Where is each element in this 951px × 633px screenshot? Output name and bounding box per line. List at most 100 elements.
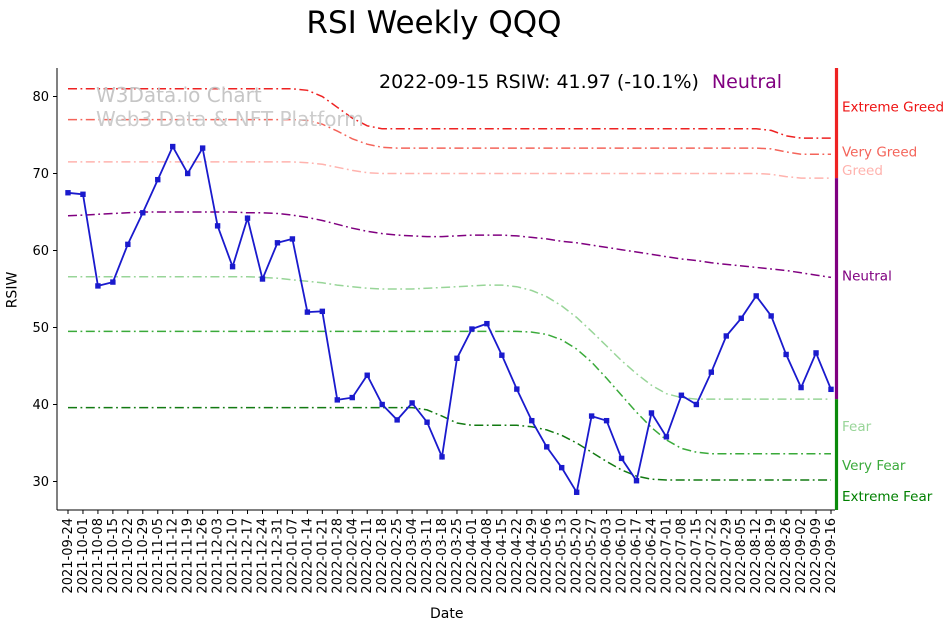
x-tick-label: 2021-12-31 — [270, 518, 285, 594]
extreme-greed-line — [68, 88, 831, 139]
y-tick-label: 60 — [32, 244, 49, 259]
rsiw-point-marker — [559, 464, 565, 471]
x-tick-label: 2022-08-12 — [749, 518, 764, 594]
zone-label-fear: Fear — [842, 419, 872, 435]
x-axis-label: Date — [430, 606, 464, 622]
x-tick-label: 2021-11-05 — [151, 518, 166, 594]
x-tick-label: 2022-06-24 — [644, 518, 659, 594]
rsiw-point-marker — [199, 145, 206, 151]
rsiw-point-marker — [349, 394, 355, 401]
rsiw-point-marker — [544, 444, 550, 450]
rsiw-point-marker — [633, 478, 640, 484]
rsiw-point-marker — [753, 293, 759, 299]
x-tick-label: 2022-04-22 — [510, 518, 525, 594]
y-tick-label: 30 — [32, 475, 49, 490]
rsiw-point-marker — [768, 313, 774, 319]
rsiw-point-marker — [95, 283, 101, 289]
x-tick-label: 2022-08-26 — [779, 518, 794, 594]
x-tick-label: 2022-05-13 — [555, 518, 570, 594]
y-tick-label: 50 — [32, 321, 49, 336]
x-tick-label: 2022-06-03 — [600, 518, 615, 594]
x-tick-label: 2022-08-19 — [764, 518, 779, 594]
rsiw-point-marker — [603, 417, 610, 424]
rsiw-point-marker — [693, 401, 700, 408]
very-fear-line — [68, 330, 831, 455]
rsiw-point-marker — [65, 190, 71, 196]
x-tick-label: 2022-04-08 — [480, 518, 495, 594]
rsiw-line — [67, 144, 832, 495]
rsiw-point-marker — [229, 263, 236, 270]
neutral-line — [67, 211, 832, 279]
x-tick-label: 2022-08-05 — [734, 518, 749, 594]
rsiw-point-marker — [394, 417, 400, 423]
watermark-brand: W3Data.io Chart — [96, 83, 262, 107]
rsiw-point-marker — [529, 417, 535, 424]
latest-reading-text: 2022-09-15 RSIW: 41.97 (-10.1%) — [379, 71, 699, 93]
x-tick-label: 2021-12-17 — [241, 518, 256, 594]
fear-line — [68, 275, 831, 400]
rsiw-point-marker — [214, 223, 221, 229]
x-tick-label: 2022-06-10 — [615, 518, 630, 594]
rsiw-point-marker — [259, 276, 266, 282]
x-tick-label: 2022-02-04 — [345, 518, 360, 594]
x-tick-label: 2022-03-25 — [450, 518, 465, 594]
rsiw-point-marker — [708, 369, 715, 375]
rsiw-point-marker — [828, 386, 834, 393]
x-tick-label: 2022-04-01 — [465, 518, 480, 594]
rsiw-point-marker — [439, 454, 445, 460]
x-tick-label: 2021-10-29 — [136, 518, 151, 594]
rsiw-point-marker — [110, 279, 116, 285]
x-tick-label: 2022-09-02 — [794, 518, 809, 594]
x-tick-label: 2022-05-27 — [585, 518, 600, 594]
x-tick-label: 2022-04-29 — [525, 518, 540, 594]
x-tick-label: 2022-09-09 — [809, 518, 824, 594]
rsiw-point-marker — [319, 308, 326, 315]
rsiw-point-marker — [170, 143, 176, 150]
rsiw-point-marker — [244, 215, 251, 221]
rsiw-point-marker — [289, 236, 296, 242]
x-tick-label: 2022-05-20 — [570, 518, 585, 594]
rsiw-point-marker — [469, 326, 475, 332]
x-tick-label: 2021-11-26 — [196, 518, 211, 594]
rsiw-point-marker — [304, 309, 311, 315]
rsiw-point-marker — [648, 410, 655, 416]
y-axis-label: RSIW — [4, 271, 21, 309]
rsiw-point-marker — [573, 489, 580, 495]
x-tick-label: 2021-10-01 — [76, 518, 91, 594]
rsiw-point-marker — [783, 351, 789, 358]
x-tick-label: 2022-01-28 — [330, 518, 345, 594]
x-tick-label: 2021-12-10 — [226, 518, 241, 594]
rsiw-point-marker — [798, 384, 804, 391]
x-tick-label: 2021-12-24 — [255, 518, 270, 594]
extreme-fear-line — [68, 406, 831, 481]
page-title: RSI Weekly QQQ — [306, 5, 562, 41]
rsiw-point-marker — [334, 397, 340, 403]
x-tick-label: 2022-07-08 — [674, 518, 689, 594]
x-tick-label: 2022-01-21 — [315, 518, 330, 594]
y-tick-label: 80 — [32, 90, 49, 105]
x-tick-label: 2021-10-15 — [106, 518, 121, 594]
rsiw-point-marker — [723, 333, 729, 339]
zone-label-neutral: Neutral — [842, 269, 892, 285]
rsiw-point-marker — [484, 320, 490, 327]
x-tick-label: 2022-07-01 — [659, 518, 674, 594]
rsiw-point-marker — [499, 352, 505, 358]
x-tick-label: 2022-04-15 — [495, 518, 510, 594]
x-tick-label: 2021-10-22 — [121, 518, 136, 594]
zone-label-extreme-fear: Extreme Fear — [842, 489, 933, 505]
x-tick-label: 2021-12-03 — [211, 518, 226, 594]
x-tick-label: 2022-07-15 — [689, 518, 704, 594]
rsiw-point-marker — [155, 176, 161, 183]
rsiw-point-marker — [184, 170, 191, 177]
x-tick-label: 2022-03-11 — [420, 518, 435, 594]
x-tick-label: 2022-03-04 — [405, 518, 420, 594]
x-tick-label: 2022-06-17 — [630, 518, 645, 594]
rsiw-point-marker — [663, 434, 670, 440]
zone-label-greed: Greed — [842, 163, 883, 179]
latest-reading: 2022-09-15 RSIW: 41.97 (-10.1%) Neutral — [379, 71, 782, 93]
y-tick-label: 40 — [32, 398, 49, 413]
rsiw-point-marker — [424, 419, 430, 425]
very-greed-line — [68, 118, 831, 156]
rsiw-point-marker — [454, 355, 460, 361]
